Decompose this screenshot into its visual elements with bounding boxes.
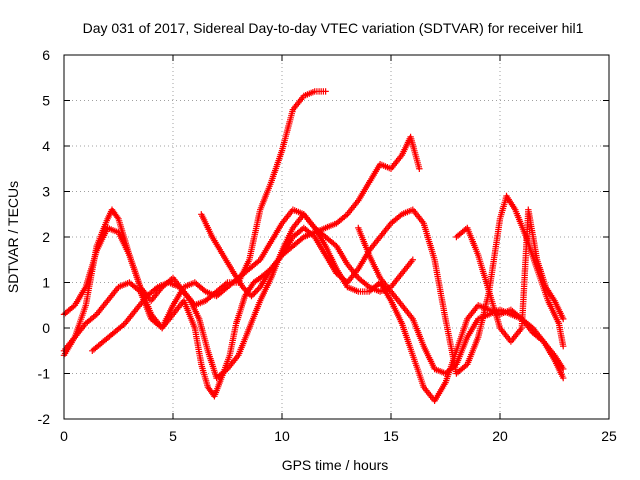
x-ticks: 0 5 10 15 20 25 xyxy=(60,55,617,444)
y-tick-label: 2 xyxy=(42,229,50,245)
x-tick-label: 25 xyxy=(601,428,617,444)
y-tick-label: 4 xyxy=(42,138,50,154)
x-tick-label: 0 xyxy=(60,428,68,444)
series-marks xyxy=(60,133,423,400)
y-tick-label: 0 xyxy=(42,320,50,336)
series-marks xyxy=(453,206,567,345)
y-tick-label: 5 xyxy=(42,93,50,109)
series-marks xyxy=(60,88,329,354)
y-tick-label: -2 xyxy=(38,411,51,427)
x-tick-label: 5 xyxy=(169,428,177,444)
series-track-3 xyxy=(60,133,423,400)
series-track-7 xyxy=(453,206,567,345)
y-tick-label: 3 xyxy=(42,184,50,200)
chart-title: Day 031 of 2017, Sidereal Day-to-day VTE… xyxy=(83,20,584,36)
grid xyxy=(64,55,609,419)
series-marks xyxy=(355,224,567,382)
x-tick-label: 20 xyxy=(492,428,508,444)
x-tick-label: 15 xyxy=(383,428,399,444)
y-tick-label: 6 xyxy=(42,47,50,63)
y-ticks: -2 -1 0 1 2 3 4 5 6 xyxy=(38,47,609,427)
y-tick-label: -1 xyxy=(38,366,51,382)
data-marks xyxy=(60,88,567,404)
y-tick-label: 1 xyxy=(42,275,50,291)
y-axis-label: SDTVAR / TECUs xyxy=(5,181,21,293)
x-tick-label: 10 xyxy=(274,428,290,444)
series-track-1 xyxy=(60,88,329,354)
series-track-6 xyxy=(355,224,567,382)
x-axis-label: GPS time / hours xyxy=(282,457,389,473)
